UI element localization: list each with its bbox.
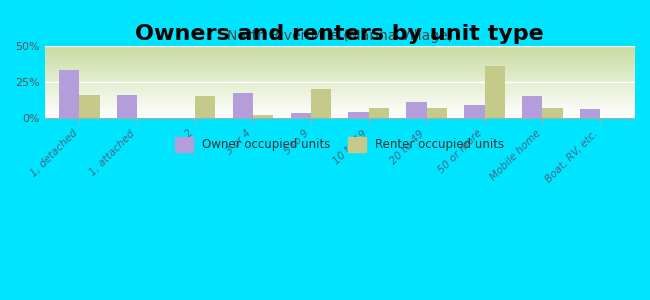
Bar <box>45 117 635 118</box>
Title: Owners and renters by unit type: Owners and renters by unit type <box>135 24 544 44</box>
Bar <box>45 79 635 80</box>
Bar <box>45 92 635 93</box>
Bar <box>45 46 635 47</box>
Bar <box>45 102 635 103</box>
Bar <box>45 70 635 71</box>
Bar <box>45 113 635 114</box>
Bar <box>45 104 635 105</box>
Bar <box>45 66 635 67</box>
Bar <box>45 78 635 79</box>
Bar <box>464 105 484 118</box>
Legend: Owner occupied units, Renter occupied units: Owner occupied units, Renter occupied un… <box>170 133 510 157</box>
Bar <box>45 88 635 89</box>
Bar <box>45 114 635 115</box>
Bar <box>45 107 635 108</box>
Bar <box>45 67 635 68</box>
Bar <box>45 112 635 113</box>
Bar <box>45 61 635 62</box>
Bar <box>369 108 389 118</box>
Bar <box>45 82 635 83</box>
Bar <box>45 65 635 66</box>
Bar <box>45 76 635 77</box>
Bar <box>79 94 99 118</box>
Bar <box>45 103 635 104</box>
Bar <box>253 115 273 118</box>
Bar <box>45 81 635 82</box>
Bar <box>45 108 635 109</box>
Bar <box>45 109 635 110</box>
Bar <box>484 66 505 118</box>
Bar <box>45 84 635 85</box>
Bar <box>45 116 635 117</box>
Bar <box>522 96 542 118</box>
Bar <box>580 109 600 118</box>
Bar <box>45 50 635 51</box>
Bar <box>45 87 635 88</box>
Bar <box>45 95 635 96</box>
Bar <box>45 49 635 50</box>
Bar <box>45 57 635 58</box>
Bar <box>45 89 635 90</box>
Bar <box>45 100 635 101</box>
Bar <box>45 48 635 49</box>
Bar <box>291 113 311 118</box>
Bar <box>45 110 635 111</box>
Bar <box>348 112 369 118</box>
Bar <box>45 98 635 99</box>
Bar <box>45 115 635 116</box>
Bar <box>45 100 635 101</box>
Bar <box>45 96 635 97</box>
Bar <box>542 108 563 118</box>
Text: North River Mile (Marina Village): North River Mile (Marina Village) <box>227 29 453 44</box>
Bar <box>45 97 635 98</box>
Bar <box>45 60 635 61</box>
Bar <box>45 56 635 57</box>
Bar <box>45 106 635 107</box>
Bar <box>45 58 635 59</box>
Bar <box>45 72 635 73</box>
Bar <box>45 59 635 60</box>
Bar <box>45 101 635 102</box>
Bar <box>45 54 635 55</box>
Bar <box>45 51 635 52</box>
Bar <box>45 53 635 54</box>
Bar <box>406 102 426 118</box>
Bar <box>45 111 635 112</box>
Bar <box>45 52 635 53</box>
Bar <box>45 99 635 100</box>
Bar <box>59 70 79 118</box>
Bar <box>45 80 635 81</box>
Bar <box>45 47 635 48</box>
Bar <box>45 86 635 87</box>
Bar <box>45 74 635 75</box>
Bar <box>45 90 635 91</box>
Bar <box>45 55 635 56</box>
Bar <box>45 68 635 69</box>
Bar <box>45 105 635 106</box>
Bar <box>45 91 635 92</box>
Bar <box>45 94 635 95</box>
Bar <box>311 89 331 118</box>
Bar <box>45 73 635 74</box>
Bar <box>426 108 447 118</box>
Bar <box>45 77 635 78</box>
Bar <box>45 85 635 86</box>
Bar <box>195 96 215 118</box>
Bar <box>45 83 635 84</box>
Bar <box>117 94 137 118</box>
Bar <box>45 75 635 76</box>
Bar <box>45 71 635 72</box>
Bar <box>45 62 635 63</box>
Bar <box>45 69 635 70</box>
Bar <box>45 93 635 94</box>
Bar <box>233 93 253 118</box>
Bar <box>45 63 635 64</box>
Bar <box>45 64 635 65</box>
